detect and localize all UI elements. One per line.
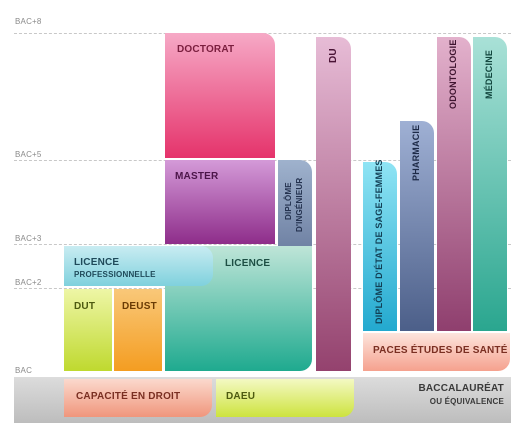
pharmacie-block: PHARMACIE xyxy=(400,121,434,331)
du-label: DU xyxy=(328,48,339,63)
diplome-ingenieur-label-1: DIPLÔME xyxy=(284,182,293,220)
pharmacie-label: PHARMACIE xyxy=(411,124,421,181)
level-label-bac: BAC xyxy=(15,366,33,375)
du-block: DU xyxy=(316,37,351,371)
diplome-ingenieur-label-2: D'INGÉNIEUR xyxy=(295,177,304,232)
capacite-en-droit-block: CAPACITÉ EN DROIT xyxy=(64,379,212,417)
licence-pro-label-1: LICENCE xyxy=(74,257,120,268)
daeu-label: DAEU xyxy=(226,391,256,402)
daeu-block: DAEU xyxy=(216,379,354,417)
level-label-bac5: BAC+5 xyxy=(15,150,42,159)
doctorat-block: DOCTORAT xyxy=(165,33,275,158)
sage-femmes-label: DIPLÔME D'ÉTAT DE SAGE-FEMMES xyxy=(374,159,384,324)
deust-block: DEUST xyxy=(114,289,162,371)
sage-femmes-block: DIPLÔME D'ÉTAT DE SAGE-FEMMES xyxy=(363,159,397,331)
level-label-bac2: BAC+2 xyxy=(15,278,42,287)
gridline-bac3 xyxy=(14,244,511,245)
odontologie-label: ODONTOLOGIE xyxy=(448,39,458,109)
baccalaureat-label-1: BACCALAURÉAT xyxy=(418,383,504,394)
licence-pro-block: LICENCE PROFESSIONNELLE xyxy=(64,246,213,286)
licence-label: LICENCE xyxy=(225,258,271,269)
master-block: MASTER xyxy=(165,160,275,244)
medecine-label: MÉDECINE xyxy=(484,49,494,99)
baccalaureat-label-2: OU ÉQUIVALENCE xyxy=(429,397,504,406)
licence-pro-label-2: PROFESSIONNELLE xyxy=(74,270,156,279)
odontologie-block: ODONTOLOGIE xyxy=(437,37,471,331)
paces-block: PACES ÉTUDES DE SANTÉ xyxy=(363,333,510,371)
doctorat-label: DOCTORAT xyxy=(177,44,235,55)
medecine-block: MÉDECINE xyxy=(473,37,507,331)
paces-label: PACES ÉTUDES DE SANTÉ xyxy=(373,345,508,356)
dut-block: DUT xyxy=(64,289,112,371)
level-label-bac3: BAC+3 xyxy=(15,234,42,243)
level-label-bac8: BAC+8 xyxy=(15,17,42,26)
deust-label: DEUST xyxy=(122,301,157,312)
dut-label: DUT xyxy=(74,301,96,312)
capacite-en-droit-label: CAPACITÉ EN DROIT xyxy=(76,391,181,402)
master-label: MASTER xyxy=(175,171,219,182)
